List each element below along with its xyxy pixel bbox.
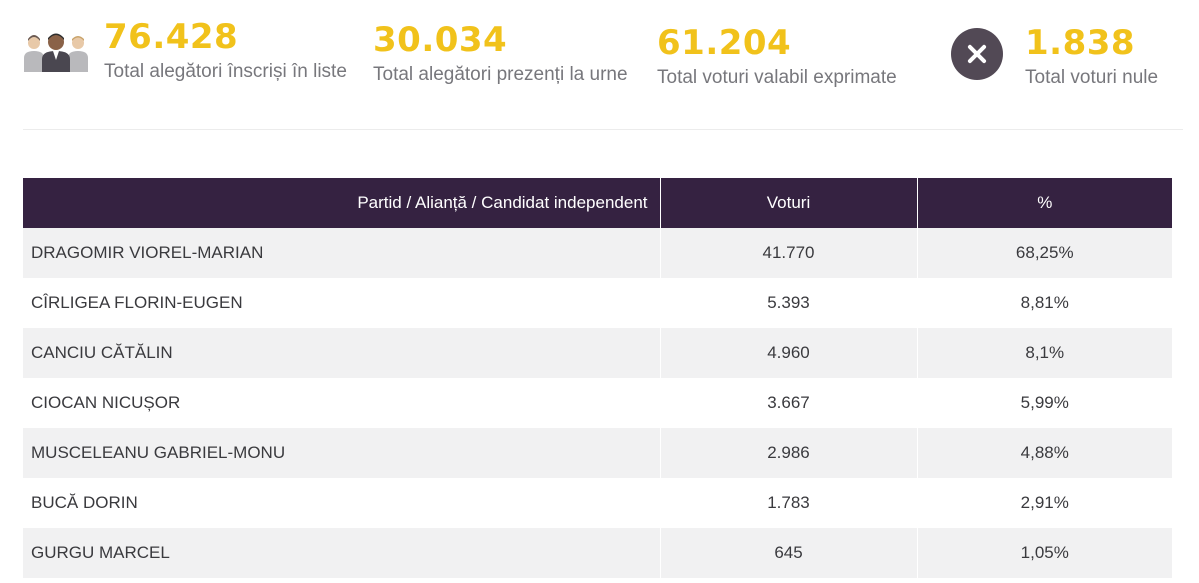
candidate-percent: 5,99% xyxy=(917,378,1172,428)
candidate-name: GURGU MARCEL xyxy=(23,528,661,578)
candidate-votes: 4.960 xyxy=(660,328,918,378)
results-table: Partid / Alianță / Candidat independent … xyxy=(23,178,1172,578)
stat-value: 76.428 xyxy=(104,17,239,57)
column-header-votes[interactable]: Voturi xyxy=(660,178,918,228)
table-row: MUSCELEANU GABRIEL-MONU 2.986 4,88% xyxy=(23,428,1172,478)
stat-valid-votes: 61.204 Total voturi valabil exprimate xyxy=(657,26,897,90)
candidate-name: CÎRLIGEA FLORIN-EUGEN xyxy=(23,278,661,328)
stat-label: Total voturi nule xyxy=(1025,67,1159,88)
candidate-name: MUSCELEANU GABRIEL-MONU xyxy=(23,428,661,478)
table-row: GURGU MARCEL 645 1,05% xyxy=(23,528,1172,578)
divider xyxy=(23,129,1183,130)
candidate-votes: 3.667 xyxy=(660,378,918,428)
candidate-votes: 41.770 xyxy=(660,228,918,278)
candidate-name: BUCĂ DORIN xyxy=(23,478,661,528)
stat-registered-voters: 76.428 Total alegători înscriși în liste xyxy=(104,20,347,84)
candidate-votes: 2.986 xyxy=(660,428,918,478)
summary-stats: 76.428 Total alegători înscriși în liste… xyxy=(0,0,1199,130)
candidate-name: CANCIU CĂTĂLIN xyxy=(23,328,661,378)
candidate-percent: 4,88% xyxy=(917,428,1172,478)
column-header-party[interactable]: Partid / Alianță / Candidat independent xyxy=(23,178,661,228)
stat-label: Total alegători prezenți la urne xyxy=(373,64,628,85)
candidate-name: CIOCAN NICUȘOR xyxy=(23,378,661,428)
stat-value: 1.838 xyxy=(1025,23,1136,63)
candidate-name: DRAGOMIR VIOREL-MARIAN xyxy=(23,228,661,278)
candidate-percent: 8,81% xyxy=(917,278,1172,328)
table-row: CANCIU CĂTĂLIN 4.960 8,1% xyxy=(23,328,1172,378)
stat-value: 61.204 xyxy=(657,23,792,63)
stat-present-voters: 30.034 Total alegători prezenți la urne xyxy=(373,23,628,87)
table-header-row: Partid / Alianță / Candidat independent … xyxy=(23,178,1172,228)
candidate-votes: 5.393 xyxy=(660,278,918,328)
candidate-votes: 645 xyxy=(660,528,918,578)
table-row: CÎRLIGEA FLORIN-EUGEN 5.393 8,81% xyxy=(23,278,1172,328)
stat-label: Total voturi valabil exprimate xyxy=(657,67,897,88)
candidate-percent: 8,1% xyxy=(917,328,1172,378)
column-header-percent[interactable]: % xyxy=(917,178,1172,228)
stat-label: Total alegători înscriși în liste xyxy=(104,61,347,82)
stat-value: 30.034 xyxy=(373,20,508,60)
table-row: BUCĂ DORIN 1.783 2,91% xyxy=(23,478,1172,528)
candidate-percent: 2,91% xyxy=(917,478,1172,528)
candidate-percent: 68,25% xyxy=(917,228,1172,278)
table-row: DRAGOMIR VIOREL-MARIAN 41.770 68,25% xyxy=(23,228,1172,278)
candidate-votes: 1.783 xyxy=(660,478,918,528)
stat-null-votes: 1.838 Total voturi nule xyxy=(1025,26,1158,90)
people-icon xyxy=(24,33,88,72)
candidate-percent: 1,05% xyxy=(917,528,1172,578)
table-row: CIOCAN NICUȘOR 3.667 5,99% xyxy=(23,378,1172,428)
close-icon xyxy=(951,28,1003,80)
